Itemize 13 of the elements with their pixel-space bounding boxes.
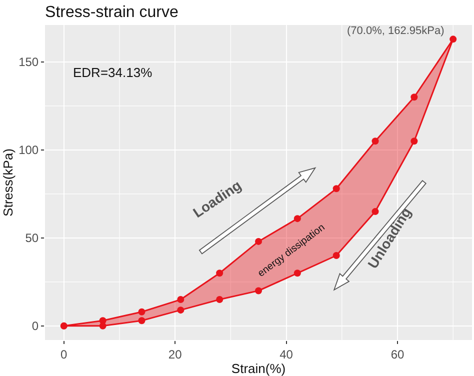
chart-title: Stress-strain curve xyxy=(45,4,178,21)
annotation: EDR=34.13% xyxy=(73,65,153,80)
x-tick-label: 0 xyxy=(60,347,68,362)
x-tick-label: 20 xyxy=(168,347,182,362)
y-tick-label: 100 xyxy=(18,143,39,158)
y-axis-title: Stress(kPa) xyxy=(0,148,16,216)
y-tick-label: 150 xyxy=(18,55,39,70)
x-axis-title: Strain(%) xyxy=(231,361,286,376)
x-tick-label: 40 xyxy=(280,347,294,362)
y-tick-label: 0 xyxy=(32,319,39,334)
y-tick-label: 50 xyxy=(25,231,39,246)
annotation: (70.0%, 162.95kPa) xyxy=(347,25,444,37)
x-tick-label: 60 xyxy=(390,347,404,362)
